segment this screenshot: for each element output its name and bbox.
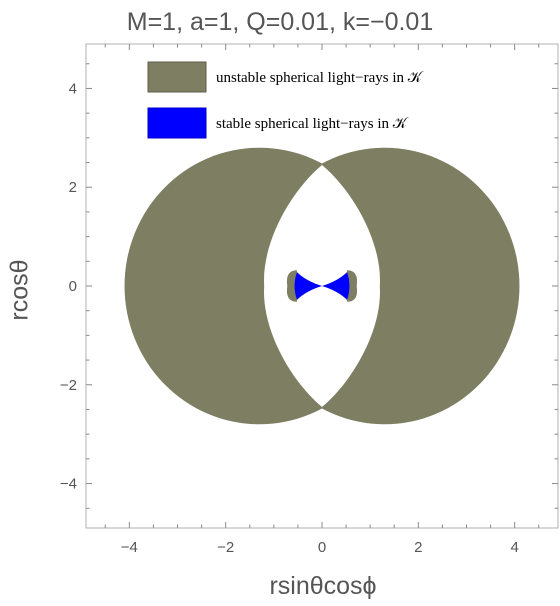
region-layer	[124, 147, 520, 425]
legend-label-unstable: unstable spherical light−rays in 𝒦	[216, 70, 424, 86]
stable-wedge-right	[322, 272, 350, 300]
unstable-shell-right	[347, 270, 358, 302]
legend-swatch-stable	[147, 107, 207, 139]
tick-layer: −4 −2 0 2 4 −4 −2 0 2 4	[60, 44, 558, 556]
x-tick-label: −4	[121, 539, 138, 556]
unstable-shell-left	[286, 270, 297, 302]
chart-title: M=1, a=1, Q=0.01, k=−0.01	[126, 8, 434, 36]
x-axis-label: rsinθcosϕ	[269, 572, 377, 600]
unstable-region	[124, 147, 520, 425]
y-tick-label: −2	[60, 377, 77, 394]
legend-swatch-unstable	[147, 61, 207, 93]
x-tick-label: 2	[414, 539, 422, 556]
y-tick-label: 0	[69, 278, 77, 295]
y-tick-label: 4	[69, 80, 77, 97]
stable-wedge-left	[294, 272, 322, 300]
y-tick-label: −4	[60, 476, 77, 493]
unstable-lobe-right	[249, 147, 520, 425]
x-tick-label: 0	[318, 539, 326, 556]
x-tick-label: −2	[217, 539, 234, 556]
y-tick-label: 2	[69, 179, 77, 196]
legend-label-stable: stable spherical light−rays in 𝒦	[216, 116, 409, 132]
x-tick-label: 4	[510, 539, 518, 556]
legend: unstable spherical light−rays in 𝒦 stable…	[147, 61, 424, 139]
